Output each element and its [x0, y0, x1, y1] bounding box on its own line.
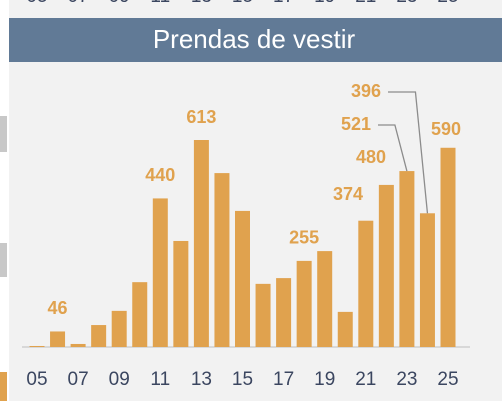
top-axis-label: 21: [355, 0, 376, 7]
side-block: [0, 372, 7, 401]
data-label: 521: [341, 114, 371, 134]
bar: [152, 198, 168, 347]
data-label: 613: [186, 107, 216, 127]
bar: [193, 140, 209, 347]
top-axis-label: 25: [437, 0, 458, 7]
leader-line: [378, 124, 408, 172]
bar: [214, 173, 230, 347]
bar: [255, 283, 271, 347]
x-tick-label: 07: [68, 369, 89, 390]
title-bar: [9, 18, 502, 62]
bar: [378, 184, 394, 347]
bar: [358, 220, 374, 347]
side-block: [0, 116, 7, 152]
top-axis-label: 05: [26, 0, 47, 7]
bar: [29, 345, 45, 347]
x-tick-label: 19: [314, 369, 335, 390]
x-tick-label: 17: [273, 369, 294, 390]
bar: [419, 213, 435, 347]
top-axis-label: 15: [232, 0, 253, 7]
side-block: [0, 243, 7, 277]
bar: [399, 171, 415, 347]
top-axis-label: 17: [273, 0, 294, 7]
x-tick-label: 23: [396, 369, 417, 390]
top-axis-label: 11: [150, 0, 170, 7]
data-label: 255: [289, 228, 319, 248]
chart-title: Prendas de vestir: [153, 24, 356, 54]
x-tick-label: 05: [26, 369, 47, 390]
top-axis-label: 07: [68, 0, 89, 7]
bar: [111, 310, 127, 347]
bar: [276, 278, 292, 347]
data-label: 480: [356, 147, 386, 167]
top-axis-label: 23: [396, 0, 417, 7]
x-tick-label: 21: [355, 369, 376, 390]
bar: [70, 343, 86, 347]
x-tick-label: 09: [109, 369, 130, 390]
bar: [50, 331, 66, 347]
bar: [317, 251, 333, 347]
bar: [173, 240, 189, 347]
data-label: 396: [351, 81, 381, 101]
top-axis-label: 19: [314, 0, 335, 7]
bar: [337, 311, 353, 347]
x-tick-label: 13: [191, 369, 212, 390]
data-label: 590: [431, 119, 461, 139]
top-axis-label: 13: [191, 0, 212, 7]
bar: [91, 325, 107, 347]
data-label: 440: [145, 165, 175, 185]
x-tick-label: 15: [232, 369, 253, 390]
leader-line: [388, 91, 429, 214]
bar: [440, 147, 456, 347]
data-label: 374: [333, 184, 363, 204]
x-tick-label: 25: [437, 369, 458, 390]
bar: [296, 260, 312, 347]
bar: [132, 282, 148, 347]
top-axis-label: 09: [109, 0, 130, 7]
x-tick-label: 11: [150, 369, 170, 390]
bar: [235, 210, 250, 347]
data-label: 46: [48, 298, 68, 318]
